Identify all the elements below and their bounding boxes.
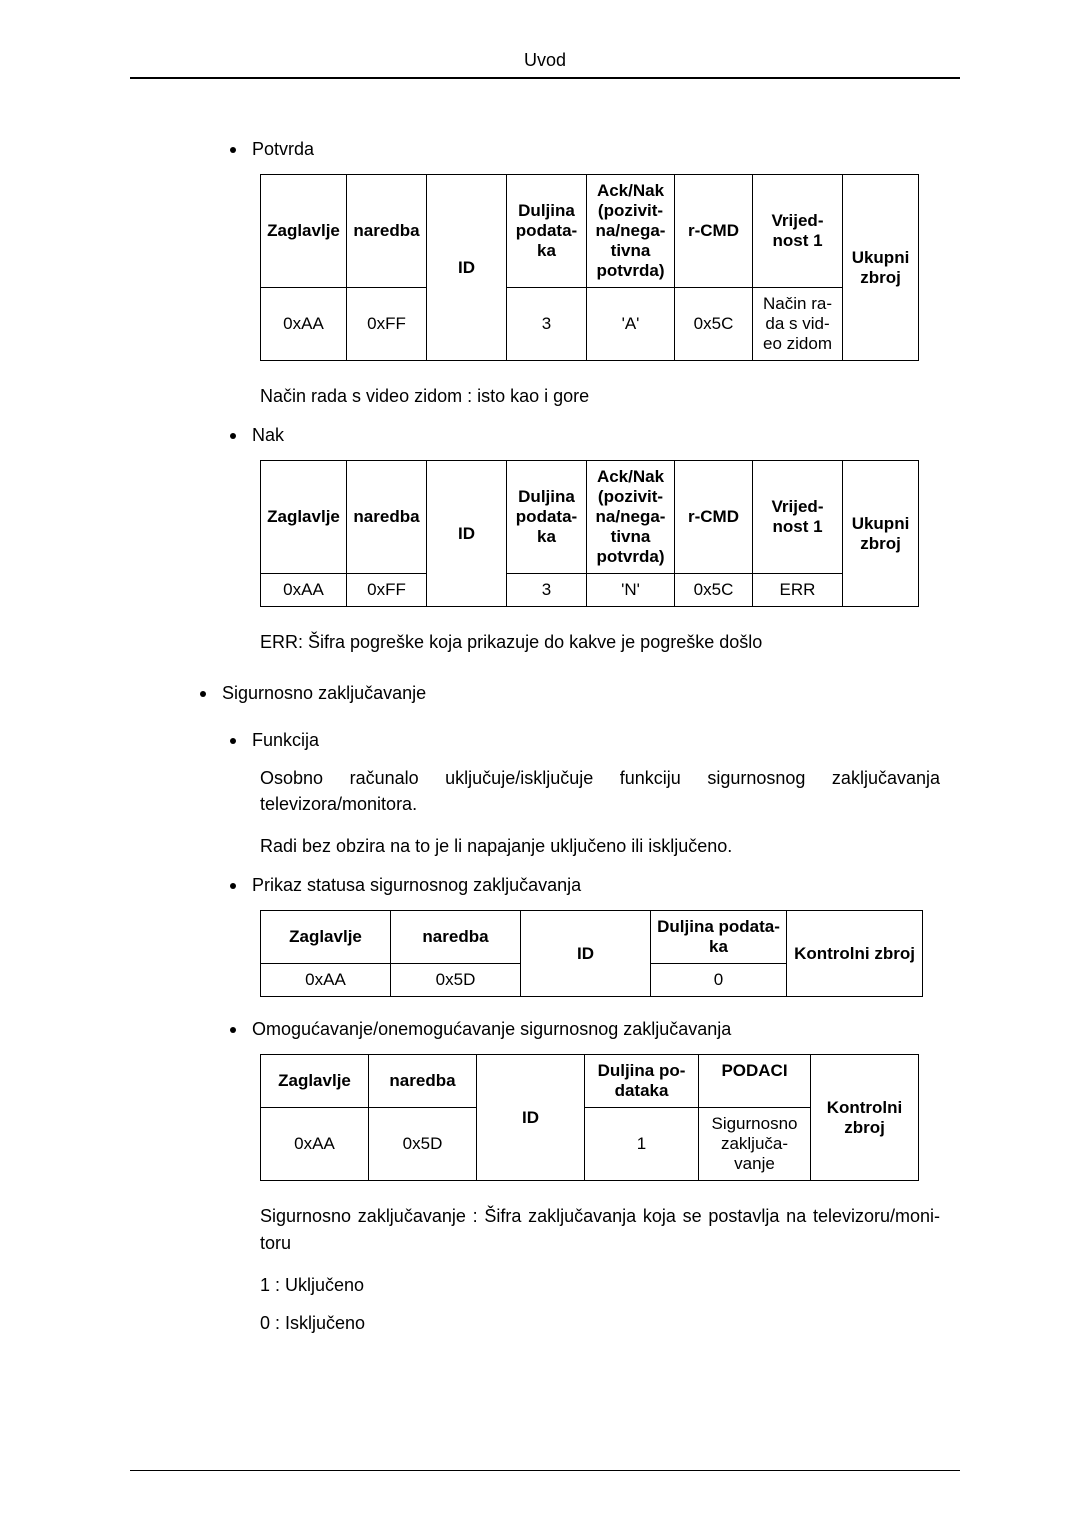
- table-potvrda: Zaglavlje naredba ID Duljina podata-ka A…: [260, 174, 919, 361]
- th: Duljina podata-ka: [651, 911, 787, 964]
- bullet-label: Funkcija: [252, 730, 319, 751]
- table-header-row: Zaglavlje naredba ID Duljina podata-ka K…: [261, 911, 923, 964]
- th: Vrijed-nost 1: [753, 175, 843, 288]
- th: naredba: [369, 1055, 477, 1108]
- td: 0xFF: [347, 288, 427, 361]
- enable-note: Sigurnosno zaključavanje : Šifra zaključ…: [260, 1203, 940, 1255]
- enable-v0: 0 : Isključeno: [260, 1310, 940, 1336]
- bullet-status: Prikaz statusa sigurnosnog zaključavanja: [230, 875, 960, 896]
- td: 0x5C: [675, 574, 753, 607]
- nak-note: ERR: Šifra pogreške koja prikazuje do ka…: [260, 629, 940, 655]
- td: 0x5D: [369, 1108, 477, 1181]
- bullet-safety: Sigurnosno zaključavanje: [200, 683, 960, 704]
- td: Sigurnosno zaključa-vanje: [699, 1108, 811, 1181]
- bullet-dot-icon: [230, 1027, 236, 1033]
- td: 0xAA: [261, 574, 347, 607]
- td: 3: [507, 574, 587, 607]
- table-enable: Zaglavlje naredba ID Duljina po-dataka P…: [260, 1054, 919, 1181]
- td: 0: [651, 964, 787, 997]
- potvrda-note: Način rada s video zidom : isto kao i go…: [260, 383, 940, 409]
- bullet-label: Sigurnosno zaključavanje: [222, 683, 426, 704]
- th: Ack/Nak (pozivit-na/nega-tivna potvrda): [587, 175, 675, 288]
- th: r-CMD: [675, 461, 753, 574]
- table-header-row: Zaglavlje naredba ID Duljina po-dataka P…: [261, 1055, 919, 1108]
- funkcija-p1: Osobno računalo uključuje/isključuje fun…: [260, 765, 940, 817]
- th: naredba: [391, 911, 521, 964]
- th: Ukupni zbroj: [843, 175, 919, 361]
- th: ID: [427, 461, 507, 607]
- th: Vrijed-nost 1: [753, 461, 843, 574]
- th: Duljina podata-ka: [507, 461, 587, 574]
- table-row: 0xAA 0xFF 3 'N' 0x5C ERR: [261, 574, 919, 607]
- th: Ukupni zbroj: [843, 461, 919, 607]
- bullet-dot-icon: [230, 147, 236, 153]
- th: ID: [427, 175, 507, 361]
- td: 1: [585, 1108, 699, 1181]
- table-header-row: Zaglavlje naredba ID Duljina podata-ka A…: [261, 175, 919, 288]
- bullet-dot-icon: [200, 691, 206, 697]
- th: ID: [477, 1055, 585, 1181]
- bullet-label: Potvrda: [252, 139, 314, 160]
- bullet-enable: Omogućavanje/onemogućavanje sigurnosnog …: [230, 1019, 960, 1040]
- bullet-funkcija: Funkcija: [230, 730, 960, 751]
- bullet-nak: Nak: [230, 425, 960, 446]
- th: naredba: [347, 175, 427, 288]
- th: Duljina podata-ka: [507, 175, 587, 288]
- page-header: Uvod: [130, 50, 960, 79]
- page-title: Uvod: [524, 50, 566, 70]
- th: PODACI: [699, 1055, 811, 1108]
- td: ERR: [753, 574, 843, 607]
- th: Zaglavlje: [261, 461, 347, 574]
- bullet-label: Prikaz statusa sigurnosnog zaključavanja: [252, 875, 581, 896]
- bullet-dot-icon: [230, 433, 236, 439]
- bullet-label: Nak: [252, 425, 284, 446]
- td: 3: [507, 288, 587, 361]
- bullet-potvrda: Potvrda: [230, 139, 960, 160]
- th: Kontrolni zbroj: [787, 911, 923, 997]
- td: 'A': [587, 288, 675, 361]
- th: naredba: [347, 461, 427, 574]
- td: 0xAA: [261, 1108, 369, 1181]
- th: r-CMD: [675, 175, 753, 288]
- bullet-dot-icon: [230, 883, 236, 889]
- th: Duljina po-dataka: [585, 1055, 699, 1108]
- td: 'N': [587, 574, 675, 607]
- th: ID: [521, 911, 651, 997]
- table-status: Zaglavlje naredba ID Duljina podata-ka K…: [260, 910, 923, 997]
- footer-divider: [130, 1470, 960, 1471]
- td: 0x5D: [391, 964, 521, 997]
- td: 0xAA: [261, 964, 391, 997]
- table-header-row: Zaglavlje naredba ID Duljina podata-ka A…: [261, 461, 919, 574]
- th: Zaglavlje: [261, 175, 347, 288]
- bullet-dot-icon: [230, 738, 236, 744]
- th: Kontrolni zbroj: [811, 1055, 919, 1181]
- td: 0xAA: [261, 288, 347, 361]
- bullet-label: Omogućavanje/onemogućavanje sigurnosnog …: [252, 1019, 731, 1040]
- th: Zaglavlje: [261, 911, 391, 964]
- td: 0x5C: [675, 288, 753, 361]
- td: Način ra-da s vid-eo zidom: [753, 288, 843, 361]
- enable-v1: 1 : Uključeno: [260, 1272, 940, 1298]
- th: Ack/Nak (pozivit-na/nega-tivna potvrda): [587, 461, 675, 574]
- td: 0xFF: [347, 574, 427, 607]
- th: Zaglavlje: [261, 1055, 369, 1108]
- table-nak: Zaglavlje naredba ID Duljina podata-ka A…: [260, 460, 919, 607]
- funkcija-p2: Radi bez obzira na to je li napajanje uk…: [260, 833, 940, 859]
- table-row: 0xAA 0xFF 3 'A' 0x5C Način ra-da s vid-e…: [261, 288, 919, 361]
